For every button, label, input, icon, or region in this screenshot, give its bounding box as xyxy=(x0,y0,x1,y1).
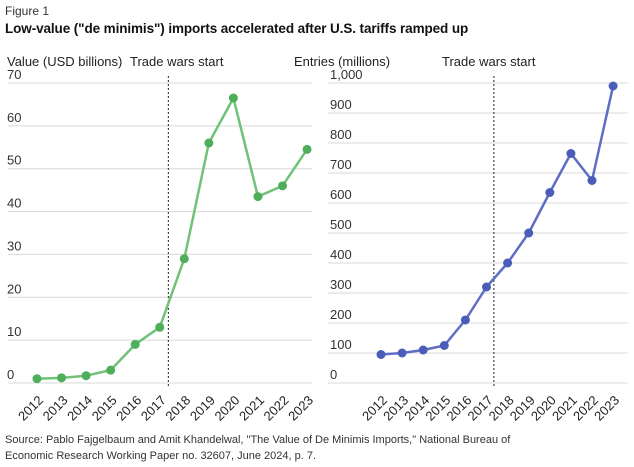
y-tick-label: 20 xyxy=(7,281,21,296)
y-tick-label: 0 xyxy=(7,367,14,382)
data-point xyxy=(81,371,91,381)
y-tick-label: 0 xyxy=(330,367,337,382)
x-tick-label: 2015 xyxy=(89,393,120,424)
y-tick-label: 400 xyxy=(330,247,352,262)
data-point xyxy=(460,315,470,325)
annotation-label: Trade wars start xyxy=(130,54,224,69)
data-point xyxy=(302,144,312,154)
data-line xyxy=(35,96,309,380)
y-tick-label: 900 xyxy=(330,97,352,112)
y-tick-label: 70 xyxy=(7,67,21,82)
x-tick-label: 2019 xyxy=(187,393,218,424)
x-tick-label: 2018 xyxy=(162,393,193,424)
y-tick-label: 300 xyxy=(330,277,352,292)
y-tick-label: 10 xyxy=(7,324,21,339)
data-point xyxy=(57,373,67,383)
data-point xyxy=(482,282,491,292)
y-tick-label: 100 xyxy=(330,337,352,352)
y-axis-title: Value (USD billions) xyxy=(7,54,122,69)
data-point xyxy=(587,176,597,185)
y-tick-label: 500 xyxy=(330,217,352,232)
data-point xyxy=(439,341,449,350)
y-axis-title: Entries (millions) xyxy=(294,54,390,69)
x-tick-label: 2013 xyxy=(40,393,71,424)
y-tick-label: 200 xyxy=(330,307,352,322)
data-point xyxy=(545,188,555,197)
data-point xyxy=(228,93,238,103)
x-tick-label: 2023 xyxy=(591,393,622,424)
data-point xyxy=(204,138,214,148)
data-point xyxy=(376,350,386,359)
x-tick-label: 2014 xyxy=(64,393,95,424)
data-point xyxy=(179,254,189,264)
data-point xyxy=(566,149,576,158)
data-point xyxy=(130,339,140,349)
figure-label: Figure 1 xyxy=(5,4,50,18)
data-point xyxy=(608,81,618,91)
data-point xyxy=(32,374,42,384)
y-tick-label: 30 xyxy=(7,238,21,253)
data-point xyxy=(106,365,116,375)
y-tick-label: 700 xyxy=(330,157,352,172)
data-line xyxy=(379,84,615,356)
x-tick-label: 2016 xyxy=(113,393,144,424)
entries-millions-chart: 0 100 200 300 400 500 600 700 800 900 1,000Entries… xyxy=(294,54,628,424)
x-tick-label: 2021 xyxy=(236,393,267,424)
y-tick-label: 60 xyxy=(7,110,21,125)
data-point xyxy=(397,348,407,358)
y-tick-label: 1,000 xyxy=(330,67,363,82)
data-point xyxy=(524,228,534,238)
y-tick-label: 800 xyxy=(330,127,352,142)
data-point xyxy=(155,322,165,332)
x-tick-label: 2020 xyxy=(211,393,242,424)
data-point xyxy=(418,345,428,355)
y-tick-label: 40 xyxy=(7,196,21,211)
data-point xyxy=(503,258,513,268)
data-point xyxy=(278,181,287,191)
figure-title: Low-value ("de minimis") imports acceler… xyxy=(5,21,469,36)
source-note: Source: Pablo Fajgelbaum and Amit Khande… xyxy=(5,434,511,462)
y-tick-label: 600 xyxy=(330,187,352,202)
x-tick-label: 2012 xyxy=(15,393,46,424)
data-point xyxy=(253,192,263,202)
y-tick-label: 50 xyxy=(7,153,21,168)
x-tick-label: 2022 xyxy=(261,393,292,424)
x-tick-label: 2017 xyxy=(138,393,169,424)
annotation-label: Trade wars start xyxy=(442,54,536,69)
